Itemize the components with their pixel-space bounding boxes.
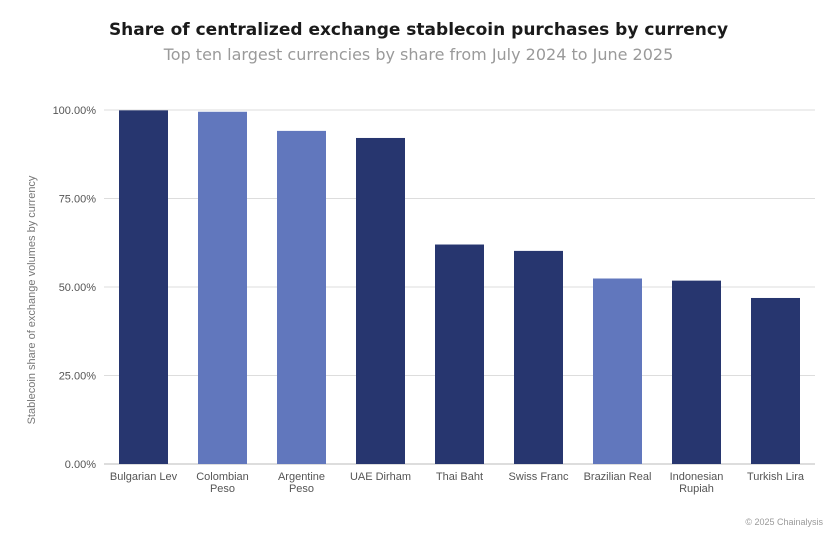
x-tick-label: Argentine Peso	[278, 471, 325, 495]
y-tick-label: 0.00%	[65, 459, 96, 471]
x-tick-label: Brazilian Real	[584, 471, 652, 483]
x-tick-label: Swiss Franc	[509, 471, 569, 483]
x-tick-label: Bulgarian Lev	[110, 471, 178, 483]
x-axis-labels: Bulgarian Lev Colombian Peso Argentine Peso U…	[110, 471, 805, 495]
bar	[198, 111, 247, 465]
chart-title: Share of centralized exchange stablecoin…	[108, 20, 729, 40]
x-tick-label: UAE Dirham	[350, 471, 411, 483]
x-tick-label: Turkish Lira	[747, 471, 805, 483]
y-axis-label: Stablecoin share of exchange volumes by …	[26, 175, 38, 424]
bar	[751, 297, 800, 464]
bar	[356, 137, 405, 464]
y-tick-label: 50.00%	[59, 282, 97, 294]
y-tick-label: 100.00%	[53, 105, 97, 117]
footer-credit: © 2025 Chainalysis	[745, 517, 823, 527]
y-tick-label: 75.00%	[59, 194, 97, 206]
y-axis-ticks: 0.00% 25.00% 50.00% 75.00% 100.00%	[53, 105, 97, 471]
bar	[593, 278, 642, 464]
bar	[435, 244, 484, 464]
x-tick-label: Indonesian Rupiah	[670, 471, 724, 495]
y-tick-label: 25.00%	[59, 371, 97, 383]
x-tick-label: Thai Baht	[436, 471, 483, 483]
bar	[514, 250, 563, 464]
chart-subtitle: Top ten largest currencies by share from…	[163, 45, 674, 64]
x-tick-label: Colombian Peso	[196, 471, 249, 495]
bar	[119, 110, 168, 464]
bar	[277, 130, 326, 465]
bars	[119, 110, 800, 465]
bar	[672, 280, 721, 464]
